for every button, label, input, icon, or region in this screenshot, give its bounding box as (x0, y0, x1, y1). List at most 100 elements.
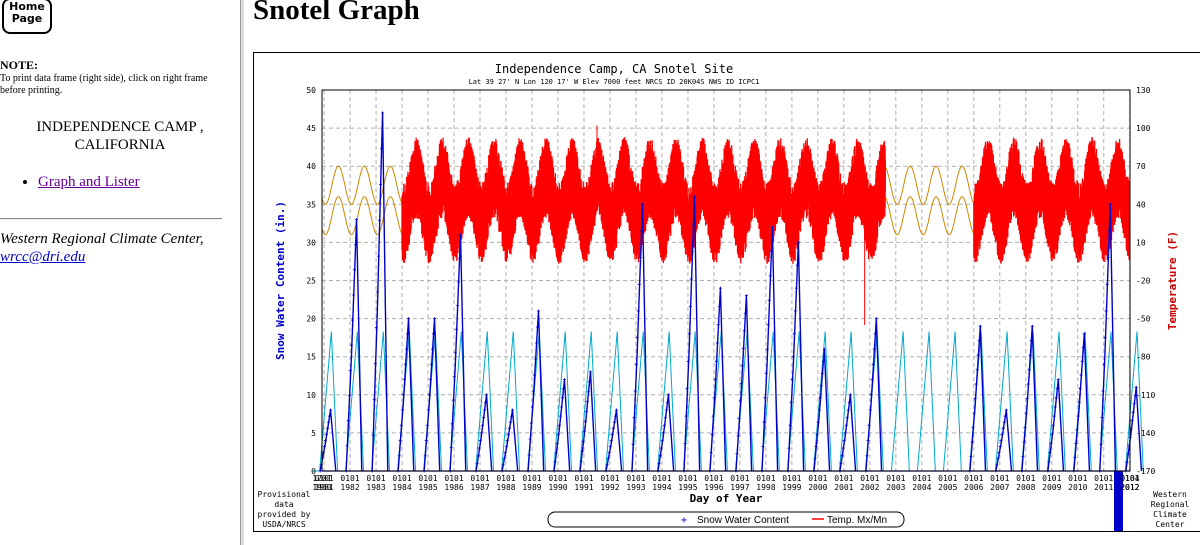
y-tick-label: 45 (306, 124, 316, 133)
series-layer (311, 111, 1144, 531)
x-tick-year-label: 2010 (1068, 483, 1087, 492)
y2-axis-label: Temperature (F) (1166, 231, 1179, 330)
series-temp-band (401, 137, 886, 264)
x-tick-year-label: 2000 (808, 483, 827, 492)
x-tick-year-label: 1980 (312, 483, 331, 492)
x-tick-year-label: 1990 (548, 483, 567, 492)
y2-tick-label: -140 (1136, 429, 1155, 438)
x-tick-day-label: 0101 (860, 474, 879, 483)
note-heading: NOTE: (0, 58, 39, 72)
x-tick-day-label: 0101 (574, 474, 593, 483)
x-tick-day-label: 0101 (600, 474, 619, 483)
y2-tick-label: -80 (1136, 353, 1151, 362)
chart-subtitle: Lat 39 27' N Lon 120 17' W Elev 7000 fee… (469, 78, 760, 86)
x-tick-day-label: 0101 (808, 474, 827, 483)
legend-box (547, 511, 905, 528)
y2-tick-label: 70 (1136, 162, 1146, 171)
wrcc-note-line: Climate (1153, 510, 1187, 519)
provisional-note-line: provided by (258, 510, 311, 519)
x-tick-year-label: 1993 (626, 483, 645, 492)
x-tick-year-label: 2008 (1016, 483, 1035, 492)
home-page-button[interactable]: Home Page (2, 0, 52, 34)
x-tick-year-label: 2009 (1042, 483, 1061, 492)
x-tick-year-label: 1985 (418, 483, 437, 492)
chart-title: Independence Camp, CA Snotel Site (495, 62, 733, 76)
x-tick-year-label: 2005 (938, 483, 957, 492)
x-tick-year-label: 1989 (522, 483, 541, 492)
wrcc-note-line: Western (1153, 490, 1187, 499)
chart-svg: Independence Camp, CA Snotel Site Lat 39… (258, 62, 1190, 531)
x-tick-year-label: 2002 (860, 483, 879, 492)
credit-text: Western Regional Climate Center, (0, 231, 204, 247)
x-tick-year-label: 2011 (1094, 483, 1113, 492)
x-tick-day-label: 0101 (990, 474, 1009, 483)
page-title: Snotel Graph (253, 0, 420, 26)
x-tick-day-label: 0101 (1042, 474, 1061, 483)
x-tick-year-label: 2012 (1120, 483, 1139, 492)
x-tick-year-label: 1984 (392, 483, 411, 492)
x-tick-year-label: 1986 (444, 483, 463, 492)
x-tick-day-label: 0104 (1120, 474, 1139, 483)
left-frame: Home Page NOTE: To print data frame (rig… (0, 0, 240, 545)
x-tick-day-label: 0101 (834, 474, 853, 483)
x-tick-year-label: 1994 (652, 483, 671, 492)
x-tick-year-label: 1998 (756, 483, 775, 492)
y2-tick-label: -110 (1136, 391, 1155, 400)
x-tick-day-label: 0101 (782, 474, 801, 483)
series-temp-band (973, 137, 1131, 264)
y2-tick-label: 40 (1136, 200, 1146, 209)
nav-item-graph-and-lister: Graph and Lister (38, 174, 140, 191)
series-swc-markers (318, 111, 1138, 473)
x-tick-day-label: 0101 (1094, 474, 1113, 483)
x-tick-year-label: 1991 (574, 483, 593, 492)
x-tick-day-label: 0101 (522, 474, 541, 483)
x-tick-year-label: 2012 (1120, 483, 1139, 492)
x-tick-day-label: 0101 (418, 474, 437, 483)
y-tick-label: 50 (306, 86, 316, 95)
y-tick-label: 10 (306, 391, 316, 400)
x-tick-day-label: 0101 (964, 474, 983, 483)
x-tick-year-label: 1999 (782, 483, 801, 492)
x-tick-year-label: 1995 (678, 483, 697, 492)
x-tick-day-label: 1201 (312, 474, 331, 483)
x-tick-day-label: 0101 (1120, 474, 1139, 483)
legend-label-temp: Temp. Mx/Mn (827, 515, 887, 526)
x-tick-day-label: 0101 (886, 474, 905, 483)
x-tick-day-label: 0101 (340, 474, 359, 483)
snotel-chart: Independence Camp, CA Snotel Site Lat 39… (253, 52, 1200, 532)
note-text: To print data frame (right side), click … (0, 73, 208, 96)
x-tick-year-label: 1982 (340, 483, 359, 492)
nav-list: Graph and Lister (20, 174, 140, 191)
y-tick-label: 40 (306, 162, 316, 171)
x-tick-day-label: 0101 (652, 474, 671, 483)
x-tick-year-label: 1981 (314, 483, 333, 492)
x-tick-year-label: 1996 (704, 483, 723, 492)
x-tick-year-label: 2004 (912, 483, 931, 492)
x-tick-day-label: 0101 (366, 474, 385, 483)
x-tick-day-label: 0101 (392, 474, 411, 483)
y-tick-label: 35 (306, 200, 316, 209)
provisional-note-line: data (274, 500, 293, 509)
graph-and-lister-link[interactable]: Graph and Lister (38, 174, 140, 190)
plot-area (321, 89, 1131, 472)
series-swc-current-bar (1114, 471, 1123, 531)
provisional-note-line: USDA/NRCS (262, 520, 306, 529)
x-tick-day-label: 0101 (444, 474, 463, 483)
y2-tick-label: -170 (1136, 467, 1155, 476)
credit-email-link[interactable]: wrcc@dri.edu (0, 249, 86, 265)
frame-divider[interactable] (240, 0, 245, 545)
y-tick-label: 30 (306, 238, 316, 247)
x-tick-year-label: 1988 (496, 483, 515, 492)
x-tick-day-label: 0101 (626, 474, 645, 483)
y-tick-label: 15 (306, 353, 316, 362)
x-tick-year-label: 1987 (470, 483, 489, 492)
legend-label-swc: Snow Water Content (697, 515, 789, 526)
x-tick-day-label: 0101 (730, 474, 749, 483)
y2-tick-label: -50 (1136, 315, 1151, 324)
y2-tick-label: 100 (1136, 124, 1151, 133)
x-tick-day-label: 0101 (912, 474, 931, 483)
x-tick-year-label: 2003 (886, 483, 905, 492)
x-tick-day-label: 0101 (938, 474, 957, 483)
